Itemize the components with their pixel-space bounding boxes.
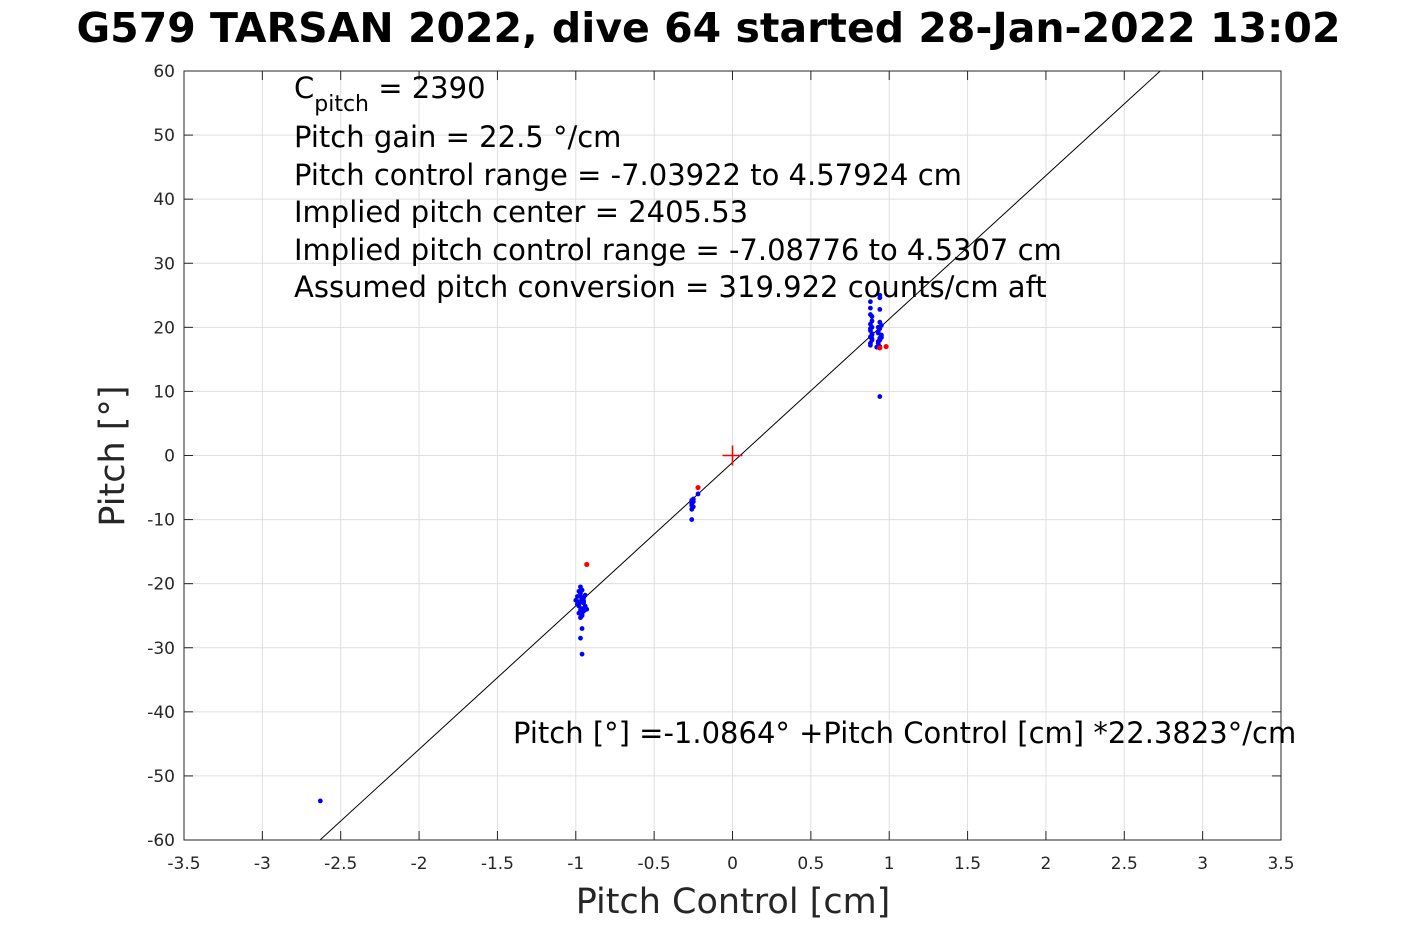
blue-data-point — [869, 314, 875, 319]
blue-data-point — [877, 306, 883, 312]
blue-data-point — [875, 324, 881, 330]
c-pitch-base: C — [294, 71, 314, 105]
x-tick-label: 0 — [727, 854, 738, 874]
y-tick-label: -10 — [147, 511, 175, 531]
y-axis-ticks: -60 -50 -40 -30 -20 -10 0 10 20 30 40 50 60 — [147, 62, 1281, 851]
red-data-point — [584, 561, 590, 568]
y-tick-label: -60 — [147, 831, 175, 851]
y-tick-label: -20 — [147, 575, 175, 595]
annotation-block: Cpitch = 2390 Pitch gain = 22.5 °/cm Pit… — [294, 71, 1062, 304]
blue-data-point — [573, 597, 579, 603]
x-tick-label: 3 — [1197, 854, 1208, 874]
blue-data-point — [695, 491, 701, 497]
blue-data-point — [875, 330, 881, 336]
blue-data-point — [317, 798, 323, 804]
chart-title: G579 TARSAN 2022, dive 64 started 28-Jan… — [76, 4, 1341, 52]
y-tick-label: 0 — [164, 447, 175, 467]
red-data-point — [695, 484, 701, 491]
red-data-point — [877, 345, 883, 351]
blue-data-point — [877, 394, 883, 399]
x-tick-label: 2 — [1041, 854, 1052, 874]
y-tick-label: 20 — [153, 318, 175, 338]
center-marker-group — [722, 445, 743, 466]
x-tick-label: -2.5 — [324, 854, 357, 874]
x-tick-label: -3.5 — [167, 854, 200, 874]
fit-equation-annotation: Pitch [°] =-1.0864° +Pitch Control [cm] … — [513, 716, 1296, 750]
x-tick-label: 1 — [884, 854, 895, 874]
y-axis-label: Pitch [°] — [93, 385, 133, 526]
data-points — [317, 292, 889, 804]
y-tick-label: 30 — [153, 254, 175, 274]
blue-data-point — [869, 318, 875, 324]
conversion-annotation: Assumed pitch conversion = 319.922 count… — [294, 270, 1047, 304]
x-tick-label: 2.5 — [1111, 854, 1138, 874]
x-tick-label: -2 — [411, 854, 428, 874]
blue-data-point — [868, 305, 873, 311]
red-data-point — [883, 343, 889, 350]
blue-data-point — [689, 506, 695, 512]
blue-data-point — [868, 299, 873, 305]
blue-data-point — [578, 599, 583, 605]
control-range-annotation: Pitch control range = -7.03922 to 4.5792… — [294, 158, 962, 192]
x-tick-label: 3.5 — [1267, 854, 1294, 874]
y-tick-label: 10 — [153, 382, 175, 402]
blue-data-point — [868, 326, 873, 332]
y-tick-label: 60 — [153, 62, 175, 82]
y-tick-label: -50 — [147, 767, 175, 787]
c-pitch-annotation: Cpitch = 2390 — [294, 71, 486, 117]
blue-data-point — [578, 584, 583, 590]
c-pitch-subscript: pitch — [314, 92, 369, 117]
y-tick-label: -30 — [147, 639, 175, 659]
blue-data-point — [877, 319, 883, 325]
blue-data-point — [689, 517, 695, 522]
pitch-gain-annotation: Pitch gain = 22.5 °/cm — [294, 120, 621, 154]
blue-data-point — [689, 503, 695, 508]
blue-data-point — [877, 292, 883, 298]
blue-data-point — [578, 635, 583, 641]
blue-data-point — [579, 626, 585, 631]
blue-data-point — [869, 332, 875, 338]
c-pitch-value: = 2390 — [369, 71, 486, 105]
blue-data-point — [578, 615, 583, 621]
y-tick-label: 40 — [153, 190, 175, 210]
x-tick-label: -0.5 — [638, 854, 671, 874]
y-tick-label: -40 — [147, 703, 175, 723]
blue-data-point — [868, 342, 873, 348]
blue-data-point — [578, 607, 583, 613]
blue-data-point — [869, 336, 875, 342]
x-tick-label: 1.5 — [954, 854, 981, 874]
blue-data-point — [581, 595, 587, 601]
y-tick-label: 50 — [153, 126, 175, 146]
x-tick-label: -1.5 — [481, 854, 514, 874]
blue-data-point — [576, 588, 582, 594]
blue-data-point — [574, 594, 580, 599]
x-tick-label: -3 — [254, 854, 271, 874]
x-tick-label: 0.5 — [797, 854, 824, 874]
blue-data-point — [579, 651, 585, 657]
x-tick-label: -1 — [567, 854, 584, 874]
blue-data-point — [878, 335, 884, 340]
x-axis-label: Pitch Control [cm] — [576, 882, 891, 922]
implied-center-annotation: Implied pitch center = 2405.53 — [294, 195, 748, 229]
implied-range-annotation: Implied pitch control range = -7.08776 t… — [294, 233, 1062, 267]
blue-data-point — [690, 496, 696, 502]
x-axis-ticks: -3.5 -3 -2.5 -2 -1.5 -1 -0.5 0 0.5 1 1.5 2 2.5 3 3.5 — [167, 71, 1295, 874]
